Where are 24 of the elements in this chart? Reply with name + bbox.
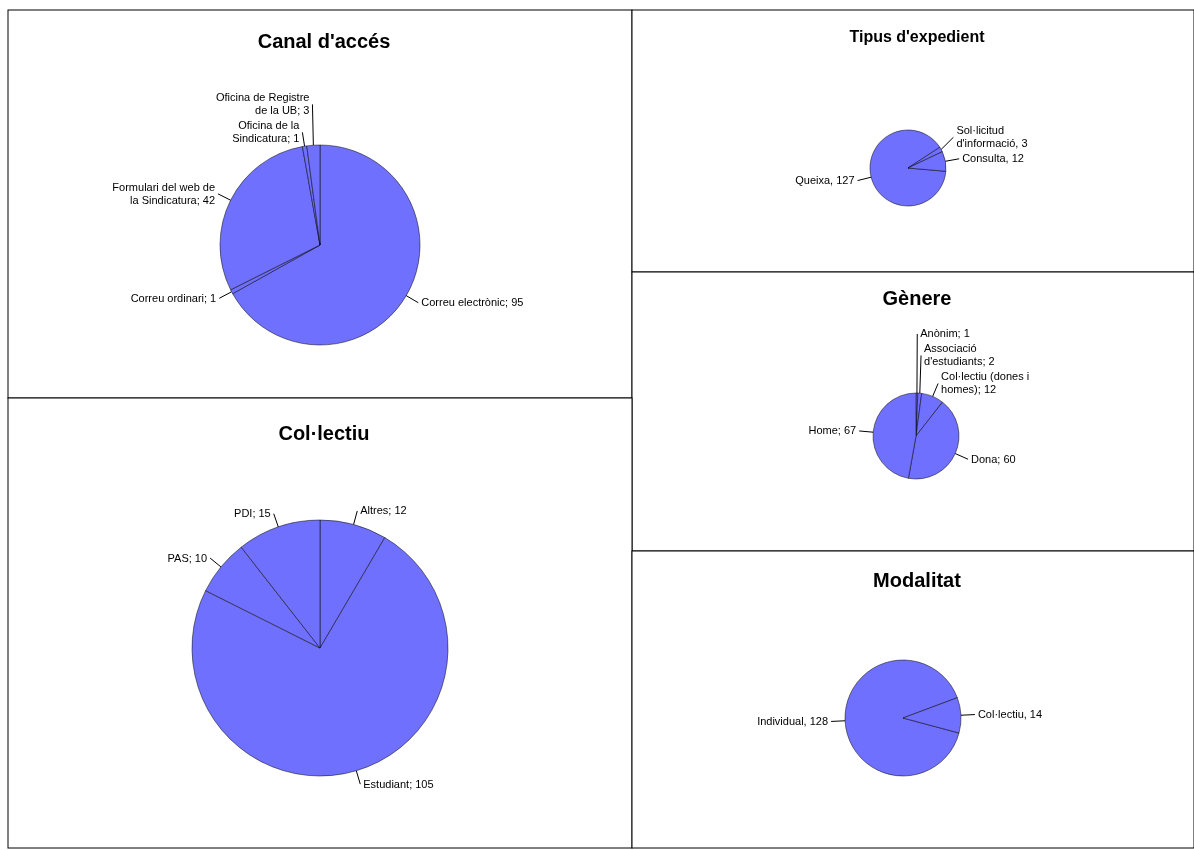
slice-label: Individual, 128 <box>757 714 829 727</box>
slice-label: Correu electrònic; 95 <box>421 296 524 309</box>
slice-label: Col·lectiu, 14 <box>977 708 1043 721</box>
slice-label: PAS; 10 <box>167 551 208 564</box>
chart-title: Col·lectiu <box>278 422 370 444</box>
slice-label: Formulari del web de la Sindicatura; 42 <box>112 180 216 206</box>
slice-label: Dona; 60 <box>971 452 1016 465</box>
slice-label: PDI; 15 <box>234 507 271 520</box>
slice-label: Queixa, 127 <box>795 174 855 187</box>
slice-label: Correu ordinari; 1 <box>130 291 217 304</box>
slice-label: Anònim; 1 <box>920 327 970 340</box>
chart-title: Modalitat <box>873 569 962 591</box>
slice-label: Altres; 12 <box>360 504 407 517</box>
slice-label: Oficina de Registre de la UB; 3 <box>215 91 310 117</box>
chart-title: Canal d'accés <box>257 30 391 52</box>
slice-label: Home; 67 <box>808 424 857 437</box>
chart-title: Gènere <box>882 287 952 309</box>
slice-label: Oficina de la Sindicatura; 1 <box>232 119 301 145</box>
slice-label: Consulta, 12 <box>962 152 1024 165</box>
chart-title: Tipus d'expedient <box>849 28 986 45</box>
slice-label: Estudiant; 105 <box>363 777 434 790</box>
slice-label: Associació d'estudiants; 2 <box>924 342 995 368</box>
slice-label: Col·lectiu (dones i homes); 12 <box>941 370 1030 396</box>
slice-label: Sol·licitud d'informació, 3 <box>956 124 1028 150</box>
